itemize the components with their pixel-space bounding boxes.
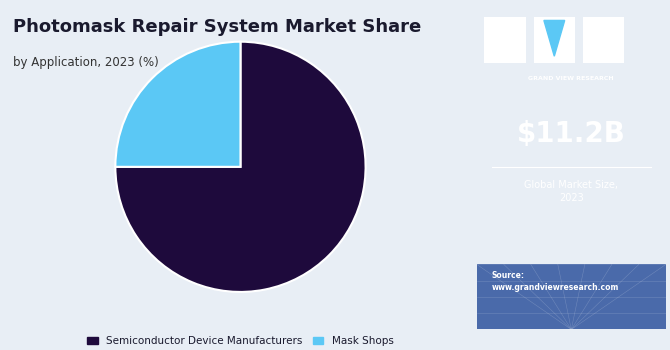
Legend: Semiconductor Device Manufacturers, Mask Shops: Semiconductor Device Manufacturers, Mask…: [83, 332, 398, 350]
FancyBboxPatch shape: [484, 17, 526, 63]
Polygon shape: [544, 20, 565, 56]
Text: by Application, 2023 (%): by Application, 2023 (%): [13, 56, 159, 69]
FancyBboxPatch shape: [477, 264, 666, 329]
Wedge shape: [115, 42, 241, 167]
Text: GRAND VIEW RESEARCH: GRAND VIEW RESEARCH: [529, 76, 614, 81]
Text: Photomask Repair System Market Share: Photomask Repair System Market Share: [13, 18, 421, 35]
Text: Source:
www.grandviewresearch.com: Source: www.grandviewresearch.com: [492, 271, 619, 292]
Text: $11.2B: $11.2B: [517, 120, 626, 148]
FancyBboxPatch shape: [583, 17, 624, 63]
Wedge shape: [115, 42, 366, 292]
FancyBboxPatch shape: [533, 17, 575, 63]
Text: Global Market Size,
2023: Global Market Size, 2023: [525, 180, 618, 203]
